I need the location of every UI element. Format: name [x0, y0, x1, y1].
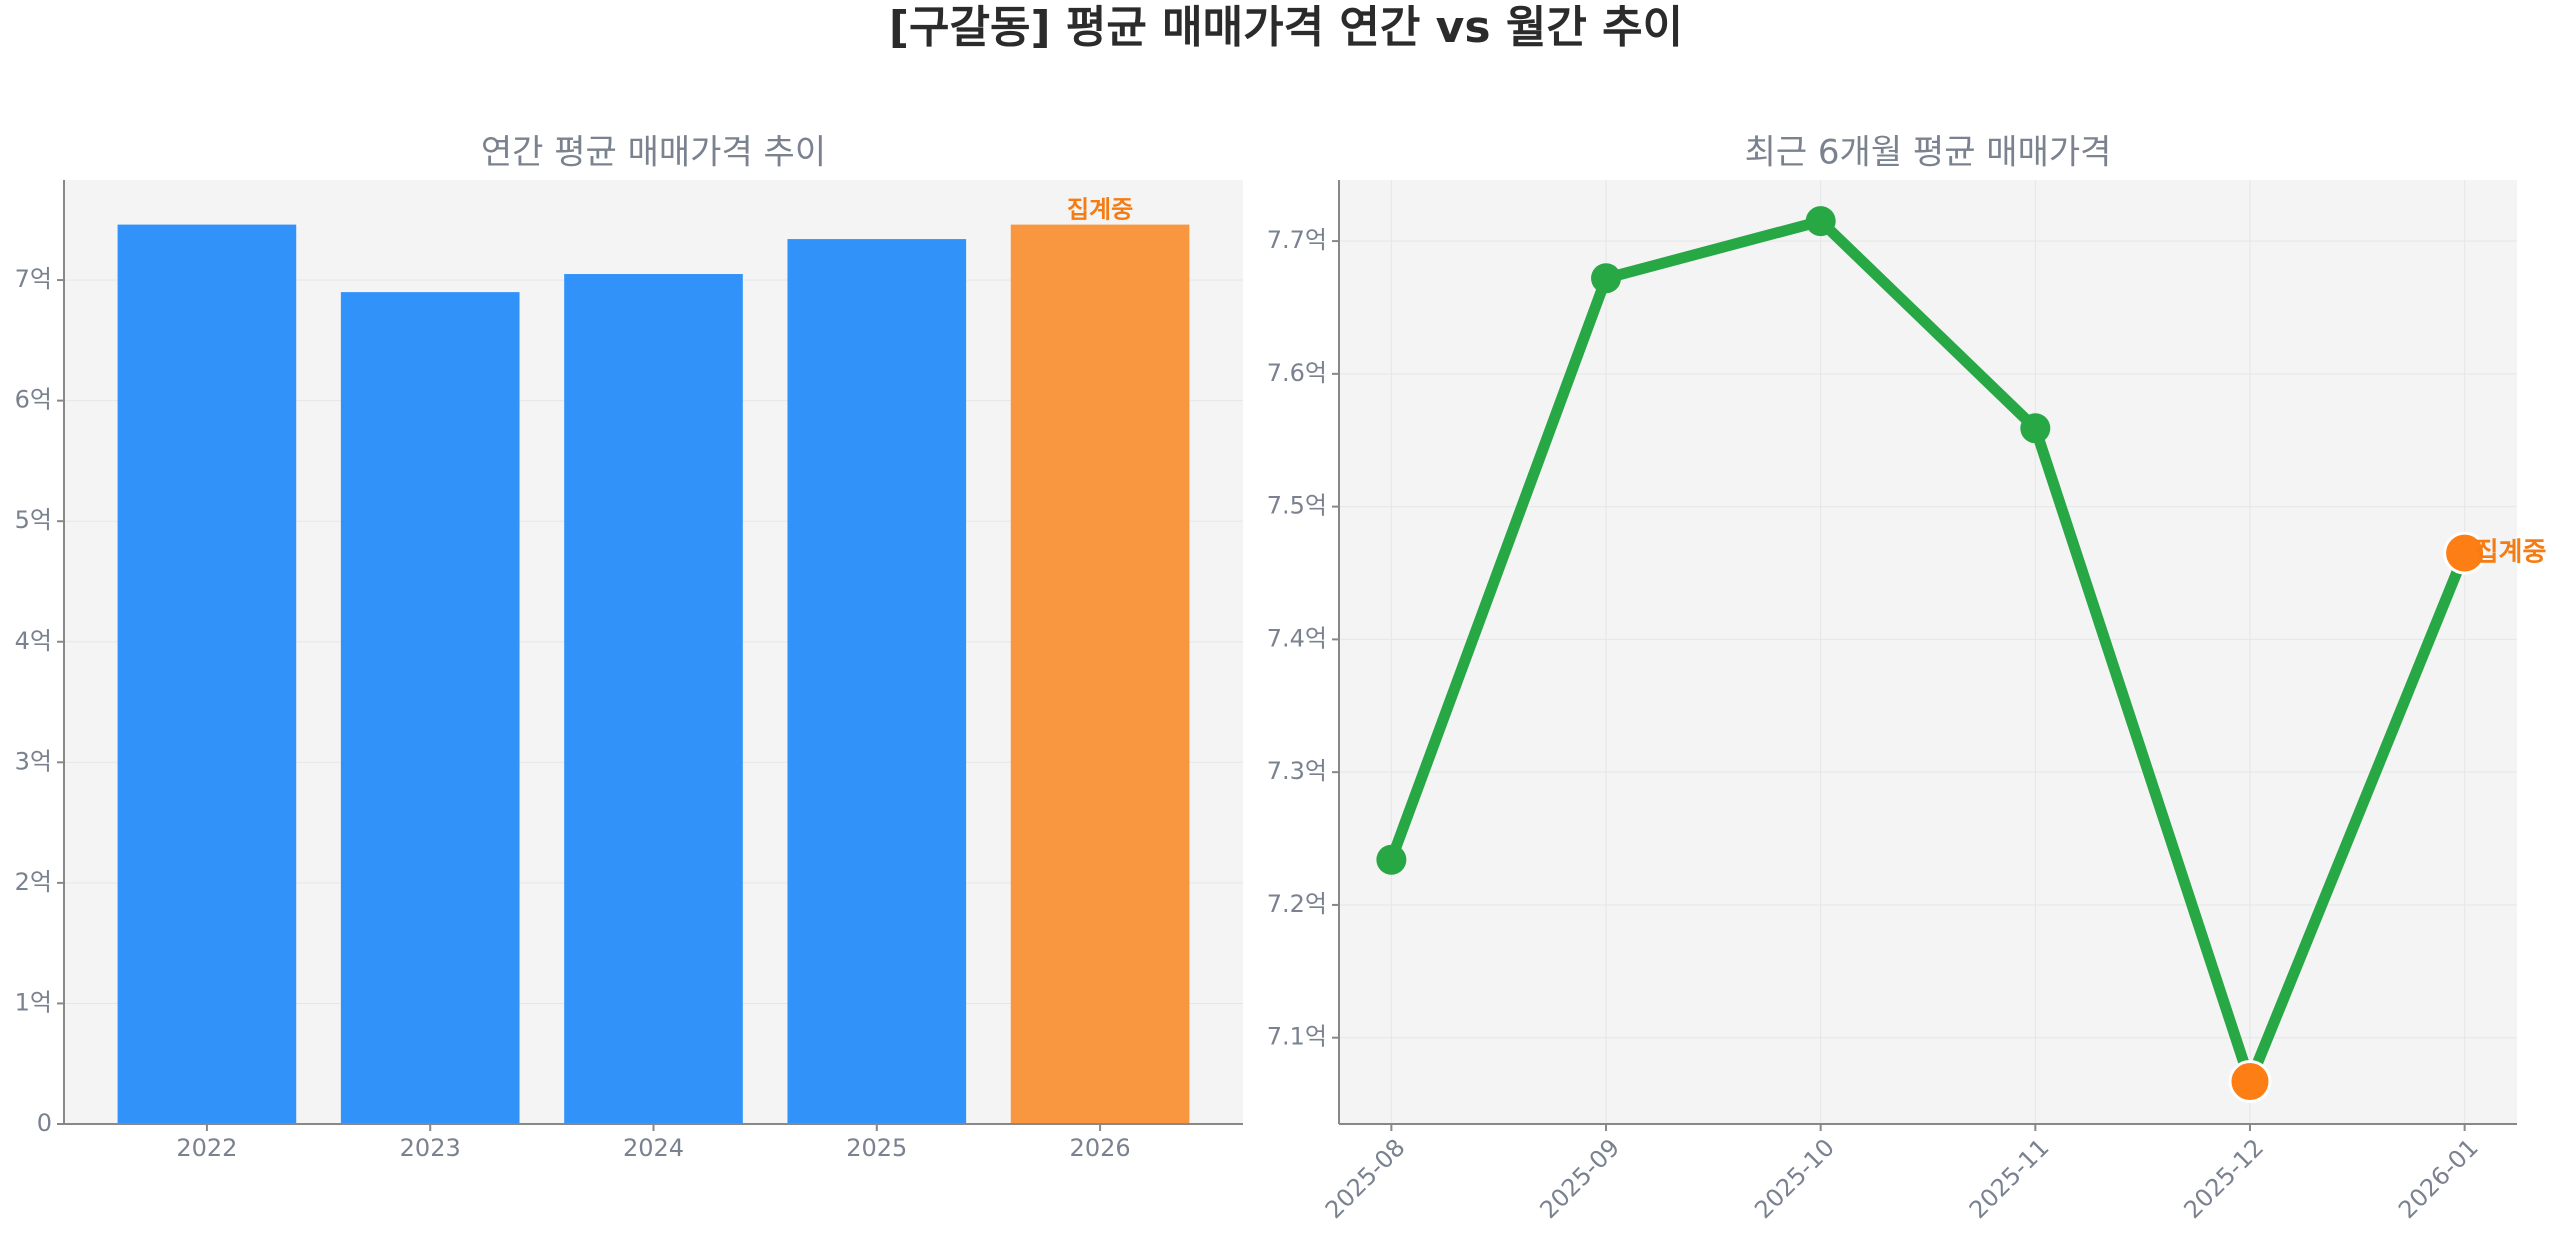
point: [1805, 206, 1836, 237]
x-tick-label: 2025-10: [1749, 1133, 1840, 1224]
y-tick-label: 7.7억: [1267, 226, 1327, 254]
x-tick-label: 2025-09: [1535, 1133, 1626, 1224]
y-tick-label: 7억: [15, 265, 52, 293]
y-tick-label: 0: [37, 1109, 52, 1137]
point: [1376, 844, 1407, 875]
chart-title: 최근 6개월 평균 매매가격: [1745, 133, 2112, 173]
bar: [564, 274, 743, 1124]
y-tick-label: 7.3억: [1267, 757, 1327, 785]
point: [2443, 531, 2487, 575]
x-tick-label: 2026: [1070, 1134, 1131, 1162]
y-tick-label: 7.6억: [1267, 359, 1327, 387]
x-tick-label: 2025: [846, 1134, 907, 1162]
y-tick-label: 7.5억: [1267, 492, 1327, 520]
x-tick-label: 2023: [400, 1134, 461, 1162]
y-tick-label: 2억: [15, 868, 52, 896]
y-tick-label: 7.4억: [1267, 624, 1327, 652]
x-tick-label: 2025-11: [1964, 1133, 2055, 1224]
y-tick-label: 7.1억: [1267, 1023, 1327, 1051]
bar: [340, 292, 520, 1124]
y-tick-label: 1억: [15, 988, 52, 1016]
point: [2020, 413, 2051, 444]
page-title: [구갈동] 평균 매매가격 연간 vs 월간 추이: [889, 2, 1683, 53]
plot-background: [1339, 180, 2517, 1124]
point: [1591, 263, 1622, 294]
bar: [1010, 224, 1190, 1125]
point: [2228, 1060, 2272, 1104]
y-tick-label: 7.2억: [1267, 890, 1327, 918]
y-tick-label: 5억: [15, 506, 52, 534]
y-tick-label: 4억: [15, 627, 52, 655]
chart-title: 연간 평균 매매가격 추이: [481, 133, 826, 173]
x-tick-label: 2025-08: [1320, 1133, 1411, 1224]
bar: [787, 239, 967, 1125]
x-tick-label: 2022: [176, 1134, 237, 1162]
x-tick-label: 2025-12: [2178, 1133, 2269, 1224]
line: [1386, 215, 2470, 1088]
annotation: 집계중: [1067, 196, 1133, 224]
annotation: 집계중: [2475, 538, 2547, 568]
y-tick-label: 3억: [15, 747, 52, 775]
x-tick-label: 2024: [623, 1134, 684, 1162]
y-tick-label: 6억: [15, 386, 52, 414]
x-tick-label: 2026-01: [2393, 1133, 2484, 1224]
bar: [117, 224, 297, 1125]
